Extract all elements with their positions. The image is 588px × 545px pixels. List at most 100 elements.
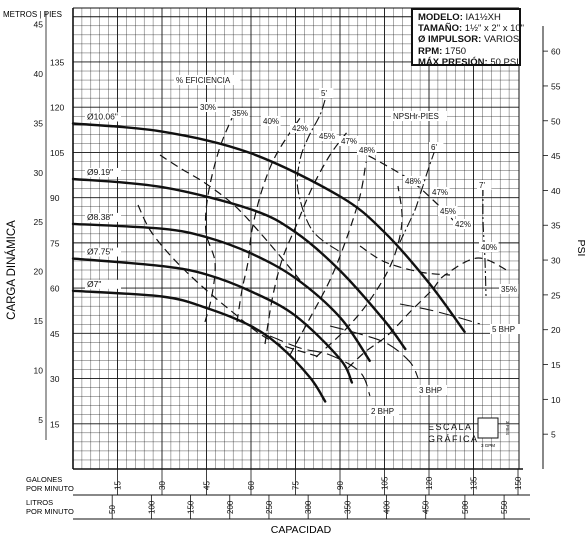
- impeller-curve: [71, 177, 407, 351]
- gpm-tick-label: 75: [292, 481, 301, 490]
- efficiency-label-bg: [198, 102, 218, 112]
- impeller-curve-label: Ø7": [87, 279, 101, 289]
- efficiency-label-bg: [357, 145, 377, 155]
- impeller-label-bg: [85, 112, 121, 122]
- bhp-label-bg: [417, 385, 447, 395]
- efficiency-label: 45%: [440, 207, 456, 216]
- npshr-curve: [482, 185, 487, 297]
- gpm-tick-label: 150: [514, 476, 523, 490]
- lpm-tick-label: 100: [147, 500, 156, 514]
- impeller-curve-label: Ø8.38": [87, 212, 113, 222]
- psi-tick-label: 10: [551, 395, 561, 405]
- impeller-label-bg: [85, 167, 121, 177]
- efficiency-label: 40%: [263, 117, 279, 126]
- npshr-label: 5': [321, 89, 327, 98]
- efficiency-label-bg: [339, 136, 359, 146]
- efficiency-label-bg: [290, 123, 310, 133]
- lpm-tick-label: 400: [383, 500, 392, 514]
- psi-tick-label: 45: [551, 151, 561, 161]
- impeller-curve: [71, 289, 327, 403]
- efficiency-curve: [236, 117, 301, 323]
- efficiency-label-bg: [430, 187, 450, 197]
- npshr-label: 7': [479, 181, 485, 190]
- lpm-tick-label: 150: [187, 500, 196, 514]
- efficiency-label: 42%: [292, 124, 308, 133]
- npshr-label: NPSHr-PIES: [393, 112, 439, 121]
- impeller-curve: [71, 257, 354, 384]
- feet-tick-label: 120: [50, 103, 64, 113]
- efficiency-label: 48%: [359, 146, 375, 155]
- scale-label-line2: GRÁFICA: [428, 434, 479, 444]
- gpm-tick-label: 105: [381, 476, 390, 490]
- bhp-label-bg: [490, 324, 520, 334]
- efficiency-curve: [315, 185, 403, 358]
- psi-tick-label: 55: [551, 81, 561, 91]
- gpm-tick-label: 60: [247, 481, 256, 490]
- feet-tick-label: 75: [50, 238, 60, 248]
- efficiency-label-bg: [403, 176, 423, 186]
- feet-tick-label: 15: [50, 419, 60, 429]
- npshr-label-bg: [391, 111, 447, 121]
- meter-tick-label: 25: [34, 217, 44, 227]
- efficiency-label-bg: [261, 116, 281, 126]
- efficiency-label-bg: [479, 242, 499, 252]
- gpm-tick-label: 135: [470, 476, 479, 490]
- meter-tick-label: 40: [34, 69, 44, 79]
- psi-axis-title: PSI: [575, 240, 587, 257]
- npshr-curve: [399, 149, 436, 243]
- bhp-label: 2 BHP: [371, 407, 394, 416]
- lpm-row-label-2: POR MINUTO: [26, 507, 74, 516]
- lpm-tick-label: 300: [304, 500, 313, 514]
- feet-tick-label: 135: [50, 57, 64, 67]
- presion-value: 50 PSI: [490, 56, 519, 68]
- lpm-tick-label: 500: [461, 500, 470, 514]
- scale-square: [477, 417, 499, 439]
- gpm-tick-label: 90: [336, 481, 345, 490]
- impeller-curve: [71, 222, 371, 362]
- scale-label-line1: ESCALA: [428, 422, 473, 432]
- efficiency-label: 47%: [341, 137, 357, 146]
- impeller-curve: [71, 122, 466, 333]
- efficiency-curve: [159, 154, 301, 281]
- gpm-tick-label: 30: [158, 481, 167, 490]
- efficiency-label-bg: [174, 75, 241, 85]
- psi-tick-label: 30: [551, 256, 561, 266]
- impeller-label-bg: [85, 212, 121, 222]
- efficiency-label: 35%: [501, 285, 517, 294]
- y-axis-title: CARGA DINÁMICA: [5, 220, 18, 320]
- impeller-curve-label: Ø10.06": [87, 111, 118, 121]
- bhp-curve: [399, 303, 481, 325]
- gpm-row-label-1: GALONES: [26, 475, 62, 484]
- rpm-label: RPM:: [418, 45, 443, 57]
- psi-tick-label: 40: [551, 186, 561, 196]
- gpm-row-label-2: POR MINUTO: [26, 484, 74, 493]
- lpm-tick-label: 550: [500, 500, 509, 514]
- efficiency-curve: [347, 257, 511, 369]
- efficiency-curve: [289, 161, 367, 356]
- npshr-curves: [296, 99, 487, 297]
- efficiency-label: 42%: [455, 220, 471, 229]
- bhp-curves: [269, 303, 481, 397]
- scale-side-label: 3 PIES: [505, 421, 510, 435]
- bhp-label: 3 BHP: [419, 386, 442, 395]
- impulsor-label: Ø IMPULSOR:: [418, 34, 482, 46]
- efficiency-label: % EFICIENCIA: [176, 76, 231, 85]
- bhp-curve: [329, 325, 419, 379]
- efficiency-label: 45%: [319, 132, 335, 141]
- bhp-curve: [269, 335, 371, 397]
- efficiency-curve: [137, 204, 321, 358]
- feet-tick-label: 105: [50, 148, 64, 158]
- psi-tick-label: 50: [551, 116, 561, 126]
- npshr-label-bg: [319, 88, 334, 98]
- efficiency-label: 35%: [232, 109, 248, 118]
- impeller-curve-label: Ø9.19": [87, 167, 113, 177]
- lpm-tick-label: 250: [265, 500, 274, 514]
- efficiency-label-bg: [317, 131, 337, 141]
- feet-tick-label: 30: [50, 374, 60, 384]
- presion-label: MÁX PRESIÓN:: [418, 56, 488, 68]
- lpm-tick-label: 200: [226, 500, 235, 514]
- efficiency-label: 40%: [481, 243, 497, 252]
- impeller-curves: Ø10.06" Ø9.19" Ø8.38" Ø7.75" Ø7": [71, 111, 466, 403]
- lpm-tick-label: 450: [422, 500, 431, 514]
- meter-tick-label: 15: [34, 316, 44, 326]
